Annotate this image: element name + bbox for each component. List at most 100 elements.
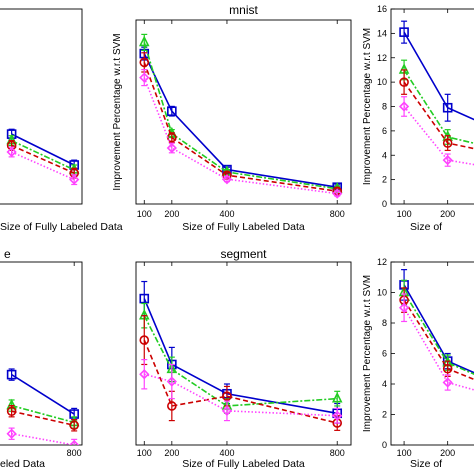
plot-area bbox=[6, 128, 80, 186]
data-point bbox=[139, 72, 150, 83]
x-tick-label: 200 bbox=[164, 448, 179, 458]
series-line bbox=[143, 53, 338, 188]
series-diamond bbox=[139, 359, 343, 424]
y-tick-label: 16 bbox=[377, 4, 387, 14]
series-line bbox=[11, 410, 75, 427]
y-tick-label: 8 bbox=[382, 318, 387, 328]
x-tick-label: 100 bbox=[137, 209, 152, 219]
subplot-title: segment bbox=[220, 247, 267, 261]
series-diamond bbox=[398, 293, 474, 391]
series-line bbox=[143, 298, 338, 415]
series-circle bbox=[399, 287, 474, 381]
y-tick-label: 2 bbox=[382, 175, 387, 185]
plot-area bbox=[398, 20, 474, 167]
series-line bbox=[11, 373, 75, 415]
x-tick-label: 800 bbox=[330, 448, 345, 458]
data-point bbox=[69, 439, 80, 445]
data-point bbox=[442, 377, 453, 388]
subplot-title: e bbox=[4, 247, 11, 261]
data-point bbox=[166, 376, 177, 387]
data-point bbox=[442, 102, 453, 113]
series-diamond bbox=[6, 146, 80, 186]
x-axis-label: Size of bbox=[410, 458, 442, 470]
data-point bbox=[139, 57, 150, 68]
y-tick-label: 4 bbox=[382, 150, 387, 160]
axes-box bbox=[390, 8, 474, 205]
subplot-6: 100 200 0 2 4 6 8 10 12 Size of Improvement Percen… bbox=[362, 257, 474, 470]
data-point bbox=[6, 406, 17, 417]
x-tick-label: 400 bbox=[219, 448, 234, 458]
subplot-5: 100 200 400 800 segment Size of Fully Labeled… bbox=[135, 247, 352, 470]
series-line bbox=[403, 31, 474, 121]
data-point bbox=[6, 369, 17, 380]
series-square bbox=[399, 20, 474, 122]
series-diamond bbox=[139, 68, 343, 199]
data-point bbox=[442, 138, 453, 148]
series-square bbox=[139, 46, 343, 192]
y-axis-label: Improvement Percentage w.r.t SVM bbox=[362, 275, 373, 432]
series-line bbox=[403, 284, 474, 374]
data-point bbox=[442, 363, 453, 374]
series-line bbox=[403, 307, 474, 391]
y-tick-label: 14 bbox=[377, 28, 387, 38]
data-point bbox=[399, 27, 409, 37]
series-square bbox=[399, 269, 474, 374]
plot-area bbox=[138, 280, 343, 431]
series-line bbox=[143, 62, 338, 192]
y-tick-label: 12 bbox=[377, 257, 387, 267]
series-line bbox=[144, 373, 338, 417]
y-tick-label: 0 bbox=[382, 440, 387, 450]
subplot-1: Size of Fully Labeled Data bbox=[0, 8, 123, 233]
data-point bbox=[69, 174, 80, 185]
x-axis-label: Size of Fully Labeled Data bbox=[0, 221, 123, 233]
subplot-3: 100 200 0 2 4 6 8 10 12 14 16 Size of Improvement Pe… bbox=[362, 4, 474, 233]
series-circle bbox=[399, 69, 474, 151]
axes-box bbox=[135, 19, 352, 205]
x-axis-label: Size of Fully Labeled Data bbox=[182, 221, 305, 233]
series-line bbox=[143, 42, 338, 190]
series-line bbox=[11, 139, 75, 171]
series-diamond bbox=[398, 96, 474, 167]
y-tick-label: 10 bbox=[377, 77, 387, 87]
series-triangle bbox=[138, 33, 343, 193]
y-tick-label: 4 bbox=[382, 379, 387, 389]
x-tick-label: 200 bbox=[440, 448, 455, 458]
x-axis-label: Size of Fully Labeled Data bbox=[182, 458, 305, 470]
x-axis-label: Size of bbox=[410, 221, 442, 233]
x-tick-label: 200 bbox=[440, 209, 455, 219]
subplot-title: mnist bbox=[229, 3, 258, 17]
data-point bbox=[138, 35, 150, 47]
data-point bbox=[166, 142, 177, 154]
data-point bbox=[331, 391, 343, 403]
plot-area bbox=[398, 269, 474, 391]
data-point bbox=[139, 335, 150, 345]
data-point bbox=[6, 146, 17, 158]
series-circle bbox=[6, 140, 79, 179]
x-tick-label: 200 bbox=[164, 209, 179, 219]
subplot-2: 100 200 400 800 mnist Size of Fully Labeled D… bbox=[112, 3, 352, 233]
series-diamond bbox=[6, 427, 80, 445]
axes-box bbox=[0, 261, 83, 446]
plot-area bbox=[138, 33, 343, 199]
data-point bbox=[398, 101, 410, 112]
data-point bbox=[332, 410, 343, 421]
series-line bbox=[11, 133, 75, 166]
series-circle bbox=[6, 404, 79, 432]
series-line bbox=[403, 292, 474, 376]
y-tick-label: 0 bbox=[382, 199, 387, 209]
data-point bbox=[442, 154, 453, 166]
series-line bbox=[403, 69, 474, 145]
x-tick-label: 100 bbox=[137, 448, 152, 458]
data-point bbox=[139, 293, 150, 304]
x-tick-label: 400 bbox=[219, 209, 234, 219]
series-line bbox=[403, 299, 474, 381]
data-point bbox=[6, 428, 17, 439]
y-tick-label: 6 bbox=[382, 126, 387, 136]
axes-box bbox=[135, 261, 352, 446]
series-line bbox=[11, 404, 75, 424]
x-tick-label: 800 bbox=[330, 209, 345, 219]
series-line bbox=[143, 315, 338, 407]
series-square bbox=[6, 368, 79, 421]
y-axis-label: Improvement Percentage w.r.t SVM bbox=[112, 33, 123, 190]
y-tick-label: 10 bbox=[377, 288, 387, 298]
